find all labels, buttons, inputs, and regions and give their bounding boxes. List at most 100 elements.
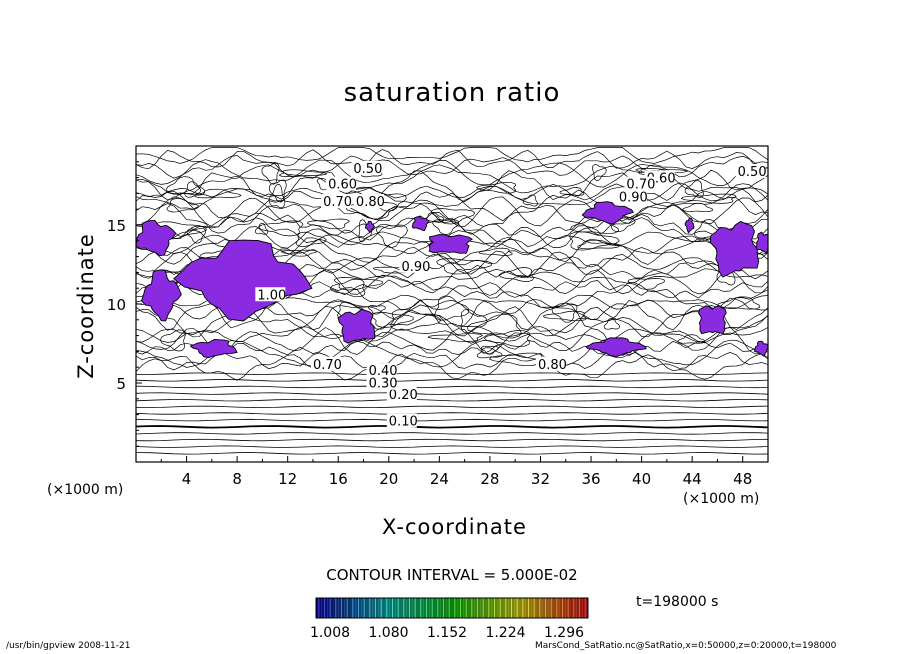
supersaturation-region <box>709 220 760 278</box>
contour-line <box>135 215 769 248</box>
contour-line <box>165 176 201 195</box>
contour-line <box>135 147 769 164</box>
y-tick-label: 15 <box>107 217 126 235</box>
contour-line <box>280 249 318 257</box>
colorbar-frame <box>315 597 589 619</box>
contour-labels: 0.100.200.300.400.50 0.500.60 0.600.700.70… <box>255 160 767 430</box>
x-tick-label: 40 <box>632 470 651 488</box>
contour-line <box>577 239 620 250</box>
contour-line <box>483 330 531 347</box>
colorbar-tick-label: 1.296 <box>544 625 584 641</box>
contour-line <box>376 223 408 249</box>
colorbar-tick-label: 1.008 <box>310 625 350 641</box>
supersaturation-region <box>189 339 238 358</box>
x-tick-label: 12 <box>278 470 297 488</box>
contour-line <box>424 212 445 223</box>
contour-label-bg <box>399 258 430 273</box>
supersaturation-region <box>754 340 769 357</box>
contour-line <box>268 183 286 209</box>
x-unit-right: (×1000 m) <box>683 491 760 507</box>
contour-line <box>680 193 737 204</box>
contour-label-bg <box>624 176 655 191</box>
supersaturation-region <box>585 337 647 358</box>
contour-line <box>431 208 476 225</box>
supersaturation-region <box>755 231 769 254</box>
contour-line <box>135 379 769 382</box>
contour-line <box>488 352 543 367</box>
contour-line <box>135 353 769 381</box>
colorbar-stripes <box>316 598 588 618</box>
contour-label: 0.40 <box>369 364 398 379</box>
contour-line <box>186 227 206 244</box>
contour-line <box>603 318 620 330</box>
contour-line <box>432 219 460 235</box>
contour-line <box>478 247 513 256</box>
contour-label: 0.80 <box>538 358 567 373</box>
contour-label-bg <box>366 363 397 378</box>
contour-line <box>135 392 769 395</box>
contour-line <box>135 299 769 331</box>
colorbar-tick-labels: 1.008 1.080 1.152 1.224 1.296 <box>310 625 584 641</box>
contour-line <box>135 340 769 357</box>
supersaturation-region <box>428 234 473 254</box>
contour-line <box>135 159 769 188</box>
contour-label: 0.30 <box>369 377 398 392</box>
supersaturation-region <box>698 305 727 335</box>
x-axis-ticks: 4 8 12 16 20 24 28 32 36 40 44 48 <box>160 456 769 488</box>
colorbar-tick-label: 1.152 <box>427 625 467 641</box>
contour-label: 0.70 <box>313 358 342 373</box>
contour-label-bg <box>386 413 417 428</box>
y-tick-label: 5 <box>116 375 126 393</box>
colorbar-tick-label: 1.224 <box>485 625 525 641</box>
supersaturation-region <box>135 220 177 257</box>
contour-line <box>254 223 269 235</box>
contour-line <box>135 432 769 435</box>
contour-line <box>135 372 769 375</box>
supersaturation-fills <box>135 201 769 358</box>
x-tick-label: 28 <box>480 470 499 488</box>
x-tick-label: 8 <box>232 470 242 488</box>
supersaturation-region <box>684 217 695 234</box>
contour-line <box>135 445 769 448</box>
y-axis-ticks: 5 10 15 <box>107 161 142 447</box>
contour-line <box>295 231 327 247</box>
x-tick-label: 24 <box>430 470 449 488</box>
contour-line <box>135 169 769 203</box>
contour-label-bg <box>351 160 382 175</box>
colorbar-tick-label: 1.080 <box>368 625 408 641</box>
contour-line <box>278 169 328 177</box>
contour-line <box>135 326 769 344</box>
contour-label: 0.10 <box>389 415 418 430</box>
contour-line <box>677 334 706 344</box>
contour-label: 0.70 <box>626 178 655 193</box>
contour-line <box>135 189 769 222</box>
contour-line <box>427 333 484 342</box>
contour-label: 0.20 <box>389 388 418 403</box>
contour-lines <box>135 147 769 455</box>
contour-line <box>268 179 287 203</box>
contour-line <box>135 182 769 202</box>
contour-line <box>434 295 470 321</box>
contour-label: 0.70 <box>323 195 352 210</box>
contour-line <box>480 345 499 355</box>
contour-line <box>476 181 517 194</box>
contour-line <box>684 180 704 198</box>
supersaturation-region <box>140 269 182 322</box>
x-tick-label: 4 <box>182 470 192 488</box>
contour-label-bg <box>326 176 357 191</box>
supersaturation-region <box>411 216 430 232</box>
contour-line <box>135 399 769 402</box>
contour-line <box>261 162 280 185</box>
x-tick-label: 32 <box>531 470 550 488</box>
x-axis-label: X-coordinate <box>382 515 527 539</box>
contour-line <box>135 352 769 371</box>
chart-title: saturation ratio <box>343 78 561 108</box>
contour-line <box>135 438 769 442</box>
x-unit-left: (×1000 m) <box>47 482 124 498</box>
contour-line <box>135 425 769 429</box>
contour-line <box>329 278 366 298</box>
contour-line <box>390 308 442 331</box>
contour-line <box>135 212 769 238</box>
contour-line <box>345 202 398 220</box>
